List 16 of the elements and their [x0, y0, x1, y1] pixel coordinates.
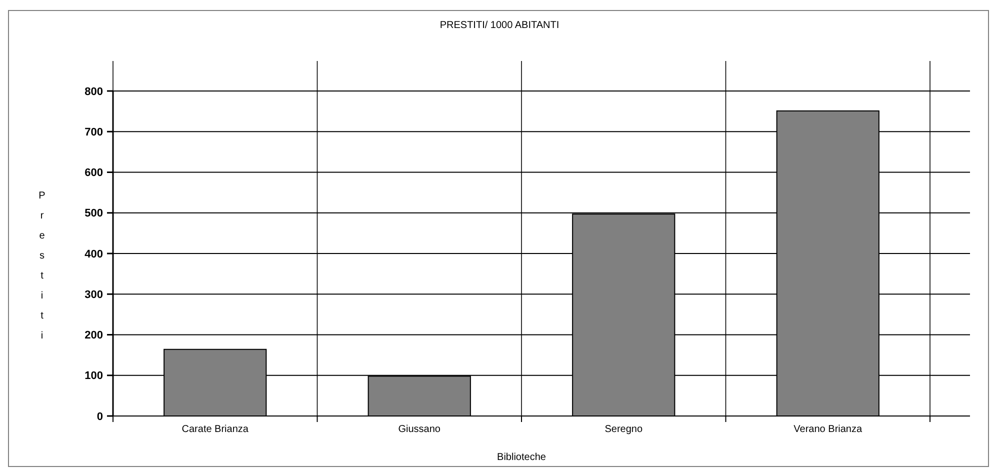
y-tick-label: 100 — [84, 370, 103, 382]
y-tick-label: 200 — [84, 330, 103, 342]
y-tick-label: 300 — [84, 288, 103, 301]
y-tick-label: 800 — [84, 86, 103, 98]
y-tick-label: 500 — [84, 208, 103, 220]
y-tick-label: 600 — [84, 167, 103, 180]
y-tick-label: 400 — [84, 248, 103, 260]
x-tick-label: Giussano — [398, 424, 441, 435]
chart-title: PRESTITI/ 1000 ABITANTI — [440, 20, 560, 31]
x-tick-label: Verano Brianza — [794, 424, 862, 435]
y-tick-label: 700 — [84, 126, 103, 138]
x-axis-title: Biblioteche — [497, 452, 546, 463]
y-tick-label: 0 — [96, 410, 103, 423]
x-tick-label: Carate Brianza — [182, 424, 249, 435]
y-axis-title: Prestiti — [38, 190, 46, 342]
x-tick-label: Seregno — [604, 424, 643, 435]
